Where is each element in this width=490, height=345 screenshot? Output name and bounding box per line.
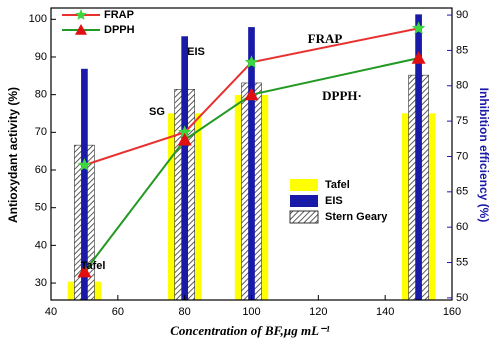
marker: [411, 21, 426, 35]
marker: [77, 264, 92, 278]
bar: [248, 27, 255, 300]
y2-tick-label: 90: [456, 9, 468, 21]
marker: [411, 51, 426, 64]
legend-swatch: [290, 179, 318, 191]
annotation: DPPH·: [322, 88, 362, 103]
annotation: Tafel: [81, 260, 106, 272]
y-tick-label: 70: [35, 126, 47, 138]
line: [83, 57, 419, 273]
y2-tick-label: 55: [456, 256, 468, 268]
marker: [244, 87, 259, 101]
x-tick-label: 80: [179, 306, 191, 318]
legend-swatch: [289, 210, 319, 224]
legend-label: Stern Geary: [325, 211, 388, 223]
annotation: SG: [149, 106, 165, 118]
y2-tick-label: 80: [456, 80, 468, 92]
x-tick-label: 40: [45, 306, 57, 318]
bar: [181, 36, 189, 300]
marker: [177, 132, 192, 146]
y-tick-label: 80: [35, 89, 47, 101]
bar: [81, 68, 88, 301]
y-tick-label: 40: [35, 239, 47, 251]
y-tick-label: 100: [29, 13, 47, 25]
y2-tick-label: 65: [456, 186, 468, 198]
y2-tick-label: 70: [456, 150, 468, 162]
y2-tick-label: 50: [456, 292, 468, 304]
line: [84, 27, 419, 167]
legend-label: DPPH: [104, 24, 135, 36]
y-axis-label: Antioxydant activity (%): [6, 87, 20, 223]
y-tick-label: 50: [35, 202, 47, 214]
x-axis-label: Concentration of BF,µg mL⁻¹: [170, 323, 330, 338]
y2-tick-label: 60: [456, 221, 468, 233]
legend-label: EIS: [325, 195, 343, 207]
x-tick-label: 60: [112, 306, 124, 318]
y2-tick-label: 85: [456, 44, 468, 56]
marker: [244, 55, 259, 68]
legend-label: Tafel: [325, 179, 350, 191]
bar: [415, 14, 422, 301]
y-tick-label: 90: [35, 51, 47, 63]
y-tick-label: 30: [35, 277, 47, 289]
legend-label: FRAP: [104, 9, 134, 21]
legend-marker: [75, 24, 87, 35]
x-tick-label: 100: [242, 306, 260, 318]
legend-swatch: [290, 195, 318, 207]
y-tick-label: 60: [35, 164, 47, 176]
y2-axis-label: Inhibition efficiency (%): [477, 88, 490, 223]
legend-marker: [75, 9, 87, 20]
marker: [178, 125, 192, 138]
annotation: EIS: [187, 46, 205, 58]
x-tick-label: 160: [443, 306, 461, 318]
y2-tick-label: 75: [456, 115, 468, 127]
x-tick-label: 140: [376, 306, 394, 318]
annotation: FRAP: [308, 31, 343, 46]
x-tick-label: 120: [309, 306, 327, 318]
marker: [77, 158, 92, 171]
